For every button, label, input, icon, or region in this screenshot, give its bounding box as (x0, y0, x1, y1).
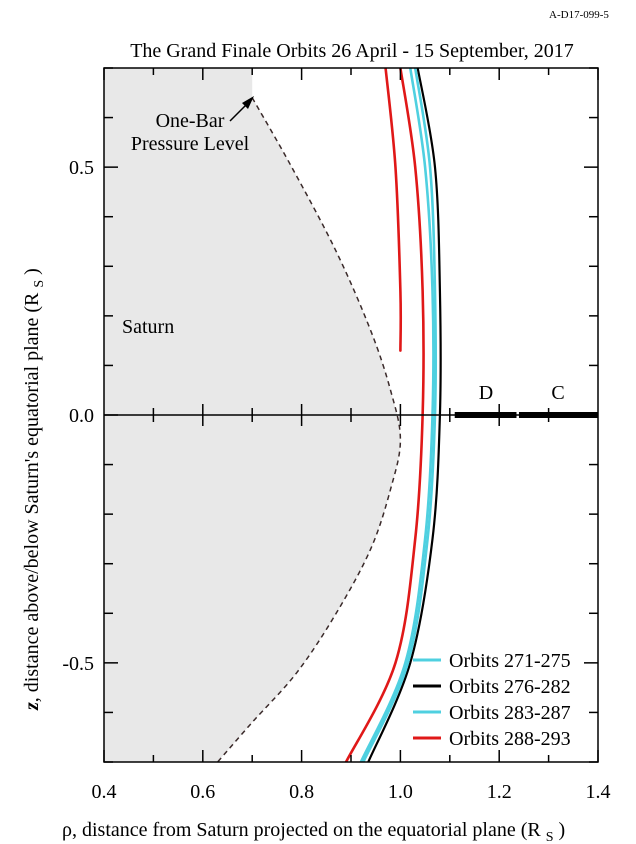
x-tick-label: 1.0 (388, 781, 413, 803)
x-tick-label: 1.2 (487, 781, 512, 803)
y-axis-label-variable: z (21, 702, 43, 711)
y-tick-label: -0.5 (62, 653, 94, 675)
axis-layer (104, 404, 598, 426)
y-axis-label-rest: , distance above/below Saturn's equatori… (21, 292, 43, 702)
chart-title: The Grand Finale Orbits 26 April - 15 Se… (130, 40, 574, 62)
x-axis-label-main: ρ, distance from Saturn projected on the… (62, 819, 541, 841)
y-axis-label-sub: S (32, 280, 47, 288)
one-bar-arrow-head (242, 96, 254, 109)
ring-d-label: D (479, 382, 493, 404)
x-tick-label: 0.8 (289, 781, 314, 803)
x-axis-label: ρ, distance from Saturn projected on the… (62, 819, 565, 844)
saturn-label: Saturn (122, 316, 174, 338)
legend-label-1: Orbits 271-275 (449, 650, 571, 672)
one-bar-label-line1: One-Bar (156, 110, 225, 132)
figure-id: A-D17-099-5 (549, 9, 609, 21)
x-tick-label: 1.4 (586, 781, 611, 803)
legend: Orbits 271-275 Orbits 276-282 Orbits 283-2… (413, 650, 571, 750)
y-tick-label: 0.0 (69, 405, 94, 427)
legend-label-2: Orbits 276-282 (449, 676, 571, 698)
y-axis-label: z, distance above/below Saturn's equator… (21, 268, 48, 711)
x-tick-label: 0.6 (190, 781, 215, 803)
x-ticks: 0.4 0.6 0.8 1.0 1.2 1.4 (92, 68, 611, 803)
legend-label-4: Orbits 288-293 (449, 728, 571, 750)
x-tick-label: 0.4 (92, 781, 117, 803)
y-ticks: 0.5 0.0 -0.5 (62, 67, 598, 763)
one-bar-line (217, 97, 402, 762)
legend-label-3: Orbits 283-287 (449, 702, 571, 724)
x-axis-label-sub: S (546, 830, 554, 844)
one-bar-label-line2: Pressure Level (131, 133, 250, 155)
orbit-series-4-segment-2 (384, 68, 403, 352)
y-axis-label-main: z, distance above/below Saturn's equator… (21, 292, 43, 711)
y-tick-label: 0.5 (69, 157, 94, 179)
y-axis-label-close: ) (21, 268, 43, 275)
ring-c-label: C (551, 382, 564, 404)
x-axis-label-close: ) (559, 819, 566, 841)
